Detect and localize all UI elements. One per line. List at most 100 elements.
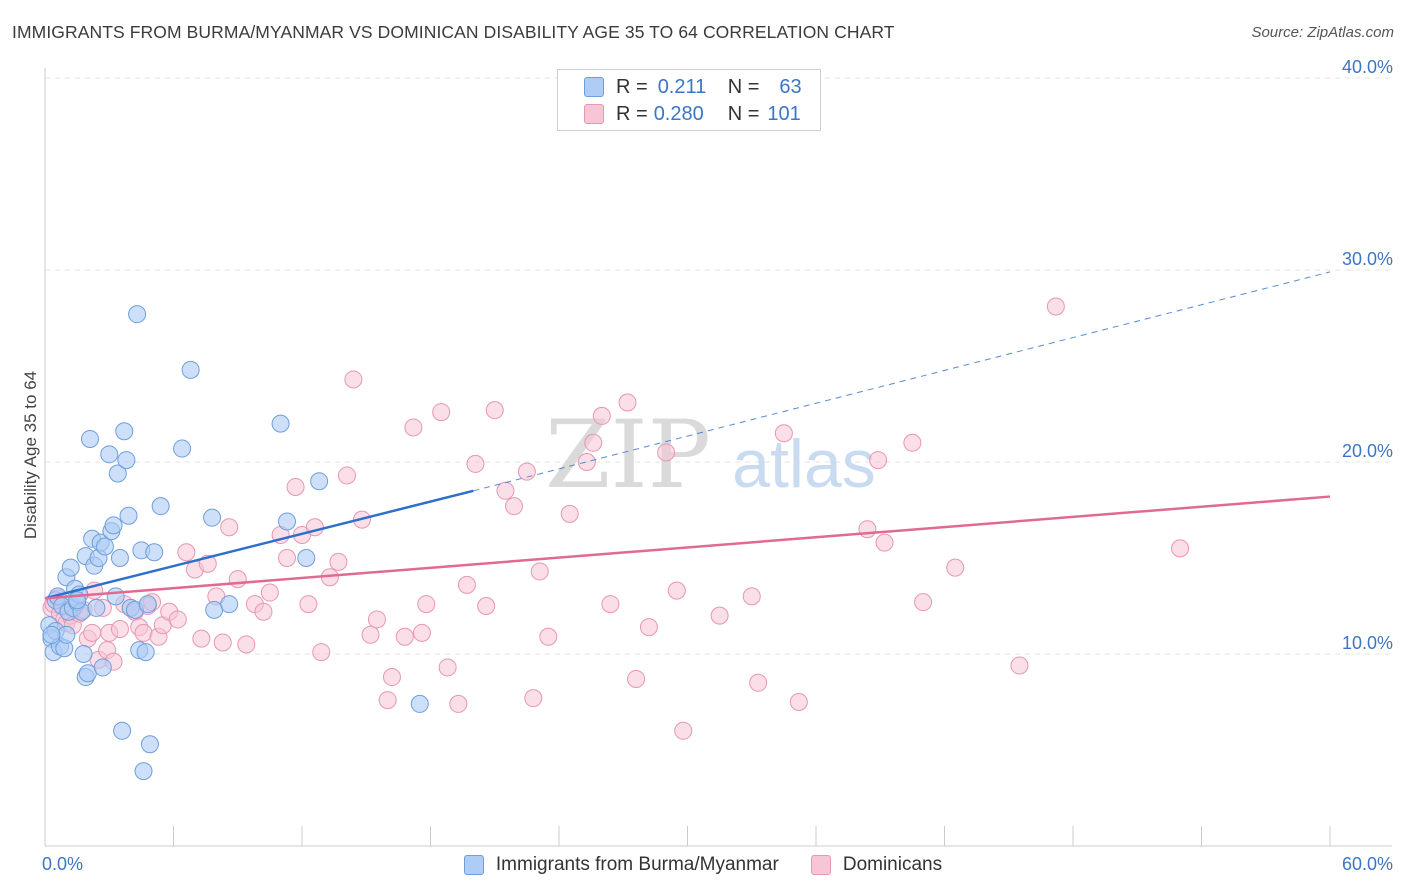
- stat-n-label: N =: [727, 102, 760, 125]
- stats-legend-box: R = 0.211 N = 63 R = 0.280 N = 101: [557, 69, 821, 131]
- chart-legend: Immigrants from Burma/Myanmar Dominicans: [0, 852, 1406, 878]
- data-point-burma: [140, 735, 159, 754]
- data-point-burma: [310, 472, 329, 491]
- data-point-burma: [151, 497, 170, 516]
- data-point-dominicans: [477, 597, 496, 615]
- stat-r-value: 0.211: [657, 75, 707, 98]
- x-tick-label: 0.0%: [42, 854, 83, 874]
- data-point-burma: [410, 694, 429, 713]
- data-point-dominicans: [577, 453, 596, 471]
- chart-title: IMMIGRANTS FROM BURMA/MYANMAR VS DOMINIC…: [12, 22, 895, 42]
- data-point-burma: [220, 595, 239, 614]
- stat-r-value: 0.280: [653, 102, 704, 125]
- data-point-dominicans: [286, 477, 305, 496]
- data-point-burma: [278, 512, 297, 531]
- data-point-dominicans: [417, 595, 436, 614]
- watermark-atlas: atlas: [732, 426, 876, 502]
- data-point-dominicans: [254, 602, 273, 621]
- y-tick-label: 40.0%: [1342, 57, 1393, 77]
- data-point-dominicans: [228, 570, 247, 589]
- data-point-dominicans: [432, 403, 451, 422]
- data-point-dominicans: [505, 497, 524, 516]
- data-point-dominicans: [789, 693, 808, 711]
- data-point-burma: [181, 360, 200, 379]
- grid-layer: [45, 77, 1392, 655]
- data-point-dominicans: [858, 520, 877, 539]
- data-point-dominicans: [485, 401, 504, 420]
- data-point-dominicans: [337, 466, 356, 485]
- data-point-dominicans: [657, 443, 676, 462]
- data-point-burma: [87, 598, 106, 617]
- data-point-dominicans: [875, 533, 894, 552]
- data-point-burma: [74, 645, 93, 663]
- trend-line-dominicans: [44, 495, 1331, 600]
- watermark-zip: ZIP: [545, 401, 711, 510]
- trend-line-burma: [44, 489, 474, 600]
- data-point-dominicans: [903, 433, 922, 452]
- data-point-dominicans: [361, 625, 380, 644]
- data-point-burma: [297, 549, 316, 567]
- data-point-dominicans: [774, 424, 793, 443]
- stat-swatch-dominicans: [584, 104, 604, 124]
- data-point-dominicans: [710, 606, 729, 625]
- data-point-burma: [128, 305, 147, 324]
- data-point-dominicans: [260, 583, 279, 602]
- axes-layer: 10.0% 20.0% 30.0% 40.0% 0.0% 60.0%: [42, 57, 1393, 874]
- data-point-dominicans: [134, 623, 153, 642]
- data-point-burma: [57, 625, 76, 644]
- data-point-dominicans: [539, 627, 558, 646]
- data-point-burma: [134, 762, 153, 781]
- data-point-burma: [104, 516, 123, 535]
- stat-r-label: R =: [616, 75, 648, 98]
- stat-n-value: 101: [767, 102, 801, 125]
- stat-r-label: R =: [616, 102, 648, 125]
- data-point-dominicans: [329, 552, 348, 571]
- stat-swatch-burma: [584, 77, 604, 97]
- data-point-dominicans: [220, 518, 239, 537]
- data-point-dominicans: [395, 627, 414, 646]
- data-point-burma: [117, 451, 136, 470]
- data-point-burma: [138, 595, 157, 614]
- data-point-dominicans: [601, 595, 620, 614]
- y-tick-label: 20.0%: [1342, 441, 1393, 461]
- data-point-burma: [93, 658, 112, 677]
- data-point-dominicans: [404, 418, 423, 437]
- legend-swatch-dominicans: [810, 855, 831, 875]
- stat-n-label: N =: [727, 75, 760, 98]
- legend-item-burma[interactable]: Immigrants from Burma/Myanmar: [463, 854, 779, 876]
- data-point-burma: [145, 543, 164, 562]
- data-point-dominicans: [869, 451, 888, 470]
- data-point-dominicans: [312, 643, 331, 662]
- data-point-burma: [100, 445, 119, 464]
- data-point-dominicans: [466, 454, 485, 473]
- data-point-dominicans: [192, 629, 211, 648]
- data-point-dominicans: [1171, 539, 1190, 558]
- data-point-dominicans: [278, 549, 297, 567]
- data-point-dominicans: [237, 635, 256, 654]
- data-point-burma: [203, 508, 222, 527]
- data-point-dominicans: [618, 393, 637, 412]
- data-point-dominicans: [1046, 297, 1065, 316]
- data-point-burma: [136, 643, 155, 662]
- data-point-dominicans: [378, 691, 397, 710]
- data-point-dominicans: [530, 562, 549, 581]
- y-tick-label: 10.0%: [1342, 633, 1393, 653]
- data-point-dominicans: [524, 689, 543, 708]
- data-point-dominicans: [749, 673, 768, 692]
- legend-item-dominicans[interactable]: Dominicans: [810, 854, 942, 876]
- data-point-dominicans: [914, 593, 933, 612]
- data-point-dominicans: [1010, 656, 1029, 675]
- data-point-burma: [108, 464, 127, 483]
- data-point-dominicans: [674, 721, 693, 740]
- stat-row-burma: R = 0.211 N = 63: [558, 74, 802, 100]
- trend-line-burma-extrapolated: [473, 271, 1331, 492]
- data-point-burma: [115, 422, 134, 441]
- data-point-dominicans: [592, 406, 611, 425]
- data-point-burma: [61, 558, 80, 577]
- data-point-burma: [78, 664, 97, 683]
- data-point-dominicans: [168, 610, 187, 629]
- data-point-dominicans: [449, 694, 468, 713]
- data-point-burma: [95, 537, 114, 556]
- data-point-burma: [119, 506, 138, 525]
